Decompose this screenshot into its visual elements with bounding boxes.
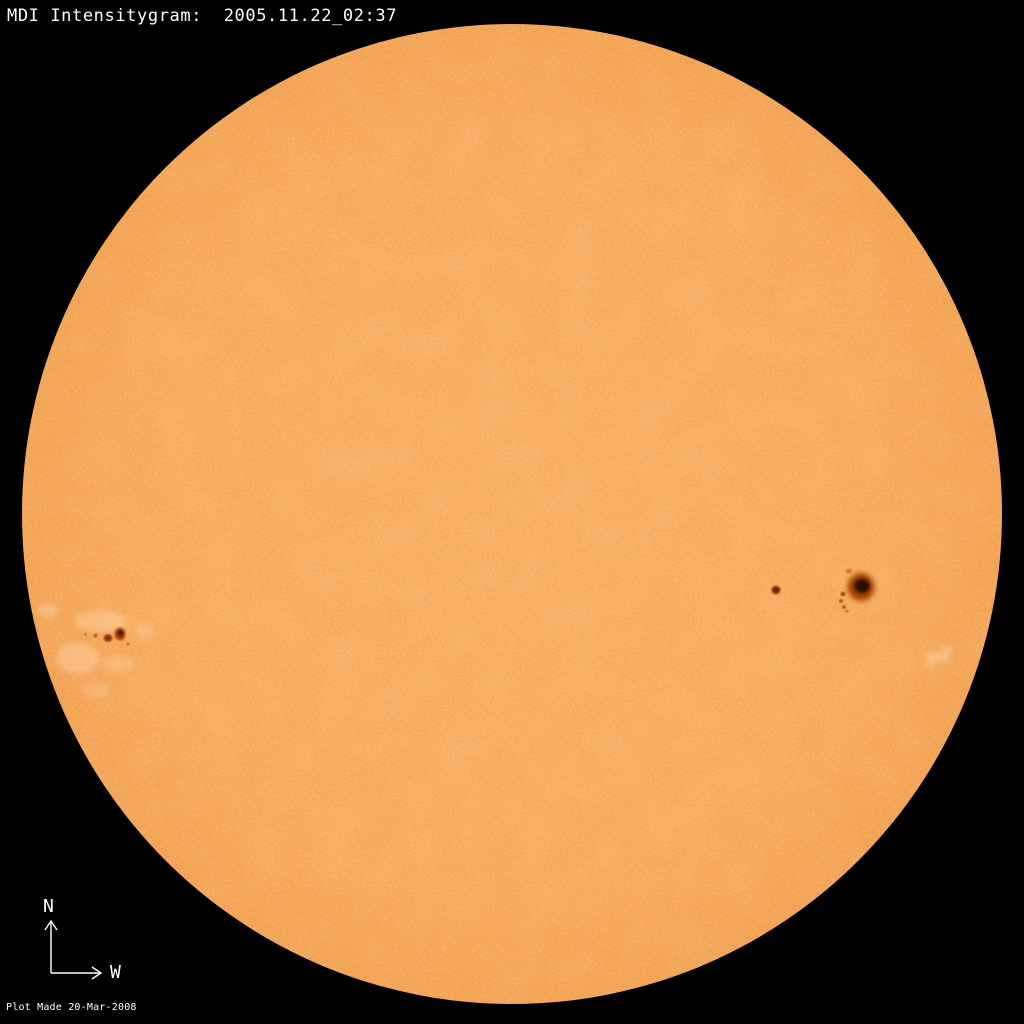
facula-right-limb-1	[925, 652, 951, 662]
sunspot-right-small-spot-core	[773, 588, 779, 592]
compass-arrows-icon	[44, 919, 103, 980]
sunspot-right-fragment-upper	[846, 569, 852, 573]
sunspot-left-dot-2	[84, 633, 87, 636]
facula-right-limb-2	[941, 646, 953, 654]
sunspot-right-fragment-3	[842, 605, 846, 609]
sunspot-right-fragment-2	[838, 599, 844, 603]
sunspot-left-dot-1	[93, 633, 98, 638]
plot-made-label: Plot Made 20-Mar-2008	[6, 1002, 137, 1013]
facula-left-upper	[74, 610, 126, 632]
facula-left-mid	[102, 655, 134, 673]
sunspot-left-main-spot-core	[117, 630, 124, 636]
image-title: MDI Intensitygram: 2005.11.22_02:37	[7, 6, 398, 26]
facula-left-lower	[56, 642, 100, 674]
compass-north-label: N	[43, 896, 54, 917]
facula-left-spray	[136, 624, 154, 638]
sunspot-right-main-umbra	[854, 579, 870, 593]
facula-left-limb	[38, 603, 58, 617]
compass-west-label: W	[110, 962, 121, 983]
facula-right-limb-3	[924, 660, 936, 668]
sunspot-right-fragment-4	[845, 609, 849, 613]
sunspots-and-faculae-layer	[38, 569, 953, 698]
compass-indicator: N W	[0, 888, 160, 998]
sunspot-right-fragment-1	[840, 591, 846, 597]
sunspot-left-dot-3	[126, 642, 130, 646]
sunspot-left-second-spot-core	[106, 636, 110, 640]
facula-left-south	[81, 682, 109, 698]
